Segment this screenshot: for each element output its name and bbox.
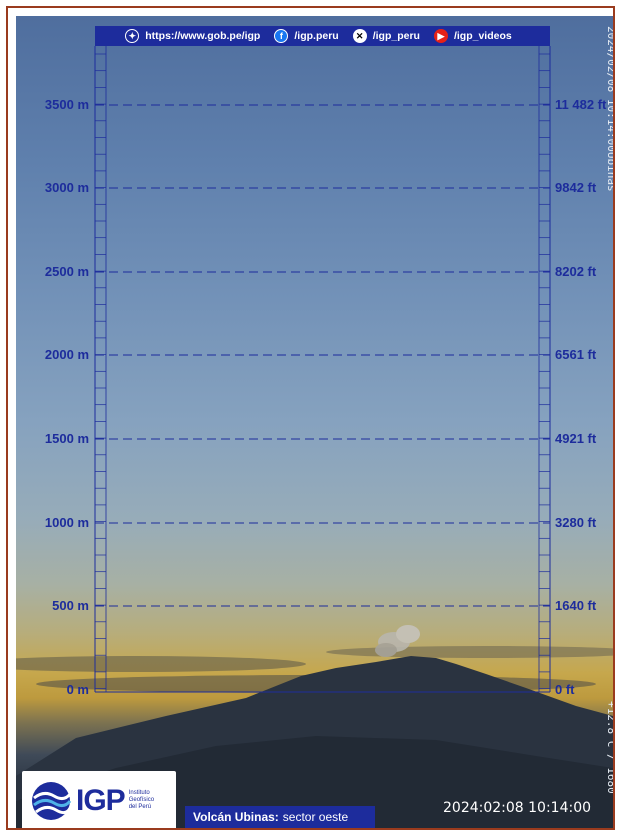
volcano-webcam-image: ✦ https://www.gob.pe/igp f /igp.peru ✕ /… <box>16 16 613 828</box>
youtube-link[interactable]: /igp_videos <box>453 30 512 42</box>
globe-icon: ✦ <box>125 29 140 43</box>
altitude-label-meters: 1000 m <box>44 515 89 530</box>
altitude-label-feet: 3280 ft <box>555 515 597 530</box>
altitude-label-feet: 9842 ft <box>555 180 597 195</box>
youtube-icon: ▶ <box>433 29 448 43</box>
facebook-link[interactable]: /igp.peru <box>294 30 339 42</box>
volcano-caption: Volcán Ubinas: sector oeste <box>185 806 375 828</box>
altitude-label-feet: 4921 ft <box>555 431 597 446</box>
altitude-label-feet: 1640 ft <box>555 598 597 613</box>
x-icon: ✕ <box>352 29 367 43</box>
igp-wave-icon <box>32 781 72 820</box>
igp-wordmark: IGP <box>76 783 126 817</box>
vertical-timestamp-label: 2024/02/08 10:14:00Ubinas <box>605 26 613 192</box>
altitude-label-meters: 3500 m <box>44 97 89 112</box>
x-link[interactable]: /igp_peru <box>372 30 420 42</box>
social-links-bar: ✦ https://www.gob.pe/igp f /igp.peru ✕ /… <box>95 26 550 46</box>
altitude-label-meters: 0 m <box>66 682 89 697</box>
altitude-label-meters: 2000 m <box>44 347 89 362</box>
website-link[interactable]: https://www.gob.pe/igp <box>145 30 261 42</box>
altitude-label-feet: 8202 ft <box>555 264 597 279</box>
institute-name: Instituto Geofísico del Perú <box>128 790 155 810</box>
ash-plume <box>375 625 420 657</box>
altitude-label-feet: 11 482 ft <box>555 97 607 112</box>
scale-overlay <box>16 46 613 828</box>
altitude-label-meters: 3000 m <box>44 180 89 195</box>
volcano-sector: sector oeste <box>282 810 349 824</box>
facebook-icon: f <box>274 29 289 43</box>
altitude-label-feet: 6561 ft <box>555 347 597 362</box>
altitude-label-meters: 500 m <box>52 598 89 613</box>
altitude-label-meters: 1500 m <box>44 431 89 446</box>
volcano-name: Volcán Ubinas: <box>193 810 279 824</box>
capture-timestamp: 2024:02:08 10:14:00 <box>443 800 592 816</box>
altitude-label-feet: 0 ft <box>555 682 575 697</box>
igp-logo: IGP Instituto Geofísico del Perú <box>22 771 176 828</box>
altitude-label-meters: 2500 m <box>44 264 89 279</box>
vertical-temperature-label: +12.8 C / 1680 <box>605 701 613 794</box>
